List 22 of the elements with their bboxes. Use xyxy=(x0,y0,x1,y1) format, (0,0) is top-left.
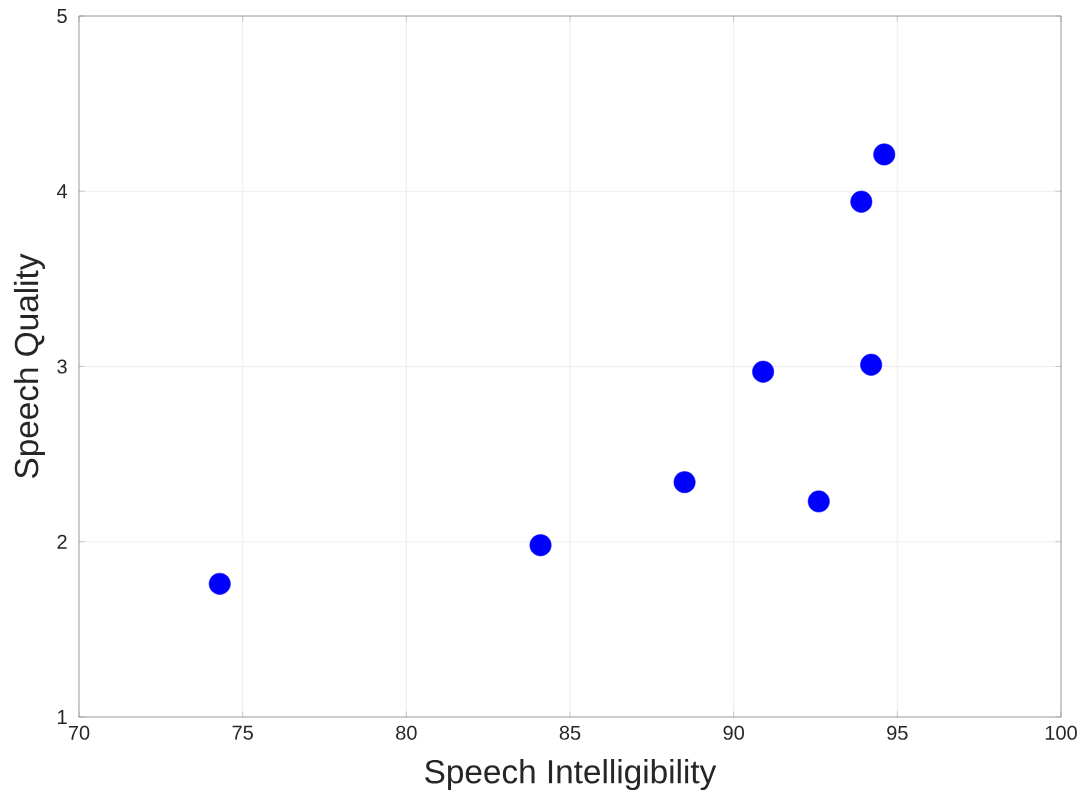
x-axis-title: Speech Intelligibility xyxy=(425,759,717,791)
point xyxy=(208,572,231,595)
x-tick-label: 70 xyxy=(68,725,90,740)
x-tick-label: 75 xyxy=(232,725,253,740)
y-tick-label: 2 xyxy=(57,534,67,549)
y-tick-label: 5 xyxy=(57,9,67,23)
point xyxy=(529,534,552,557)
y-tick-label: 4 xyxy=(56,184,68,199)
x-tick-label: 80 xyxy=(396,725,417,740)
point xyxy=(673,471,696,494)
point xyxy=(860,353,883,376)
x-tick-label: 90 xyxy=(723,725,744,740)
point xyxy=(752,360,775,383)
y-tick-label: 1 xyxy=(58,710,67,724)
y-axis-title: Speech Quality xyxy=(13,253,45,479)
y-tick-label: 3 xyxy=(57,359,67,374)
point xyxy=(873,143,896,166)
x-tick-label: 100 xyxy=(1045,725,1077,740)
point xyxy=(807,490,830,513)
point xyxy=(850,190,873,213)
x-tick-label: 95 xyxy=(887,725,908,740)
x-tick-label: 85 xyxy=(559,725,581,740)
